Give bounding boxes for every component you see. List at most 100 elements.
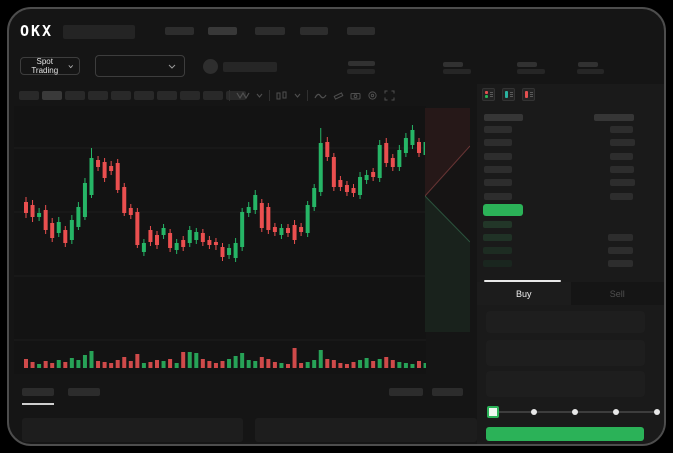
ask-row[interactable] xyxy=(477,192,664,201)
candle-style-icon[interactable] xyxy=(276,91,288,101)
order-book-bar xyxy=(610,165,634,173)
order-book-bar xyxy=(484,165,512,173)
bottom-tab[interactable] xyxy=(22,388,54,396)
slider-stop-dot[interactable] xyxy=(531,409,537,415)
bid-row[interactable] xyxy=(477,247,664,255)
volume-bar xyxy=(24,359,28,368)
chevron-down-icon[interactable] xyxy=(256,93,263,98)
nav-item[interactable] xyxy=(208,27,237,35)
fullscreen-icon[interactable] xyxy=(384,90,395,101)
book-both-view-icon[interactable] xyxy=(482,88,495,101)
timeframe-chip[interactable] xyxy=(134,91,154,100)
indicator-zigzag-icon[interactable] xyxy=(236,91,250,100)
timeframe-chip[interactable] xyxy=(226,91,246,100)
volume-bar xyxy=(122,357,127,368)
timeframe-chip[interactable] xyxy=(203,91,223,100)
amount-field[interactable] xyxy=(486,340,645,366)
ask-row[interactable] xyxy=(477,139,664,147)
camera-icon[interactable] xyxy=(350,91,361,100)
timeframe-chip[interactable] xyxy=(88,91,108,100)
tab-sell[interactable]: Sell xyxy=(570,282,664,305)
buy-submit-button[interactable] xyxy=(486,427,644,441)
nav-item[interactable] xyxy=(255,27,285,35)
total-field[interactable] xyxy=(486,371,645,397)
divider xyxy=(269,90,270,101)
last-price-bar[interactable] xyxy=(483,204,523,216)
chevron-down-icon[interactable] xyxy=(294,93,301,98)
ask-row[interactable] xyxy=(477,179,664,187)
volume-bar xyxy=(292,348,297,368)
divider xyxy=(307,90,308,101)
line-wave-icon[interactable] xyxy=(314,92,327,100)
gear-icon[interactable] xyxy=(367,90,378,101)
nav-item[interactable] xyxy=(300,27,328,35)
order-book-bar xyxy=(610,192,633,200)
timeframe-chip[interactable] xyxy=(19,91,39,100)
bid-row[interactable] xyxy=(477,234,664,242)
volume-bar xyxy=(181,352,186,368)
slider-stop-dot[interactable] xyxy=(572,409,578,415)
volume-bar xyxy=(82,355,87,368)
ask-row[interactable] xyxy=(477,126,664,134)
volume-bar xyxy=(423,363,426,368)
slider-stop-dot[interactable] xyxy=(654,409,660,415)
candle-body xyxy=(168,233,173,248)
volume-bar xyxy=(397,362,402,368)
price-field[interactable] xyxy=(486,311,645,333)
volume-bar xyxy=(227,359,232,368)
slider-stop-dot[interactable] xyxy=(613,409,619,415)
search-bar[interactable] xyxy=(63,25,135,39)
amount-slider[interactable] xyxy=(486,404,660,420)
volume-bar xyxy=(148,362,153,368)
bottom-action[interactable] xyxy=(389,388,423,396)
volume-bar xyxy=(312,360,317,368)
candle-body xyxy=(397,150,402,167)
timeframe-chip[interactable] xyxy=(180,91,200,100)
timeframe-chip[interactable] xyxy=(157,91,177,100)
volume-bar xyxy=(109,363,114,368)
active-tab-underline xyxy=(484,280,561,282)
chart-tool-icons xyxy=(229,89,395,102)
slider-handle[interactable] xyxy=(487,406,499,418)
spot-trading-dropdown[interactable]: Spot Trading xyxy=(20,57,80,75)
tab-buy[interactable]: Buy xyxy=(477,280,571,305)
candle-body xyxy=(364,175,369,180)
candle-body xyxy=(358,177,363,195)
timeframe-chip[interactable] xyxy=(111,91,131,100)
candle-body xyxy=(286,228,290,233)
bottom-panel xyxy=(255,418,477,442)
ask-row[interactable] xyxy=(477,152,664,161)
candle-body xyxy=(344,185,349,192)
chart-gridlines xyxy=(14,147,426,341)
depth-asks-line xyxy=(425,145,470,197)
volume-bar xyxy=(37,364,42,368)
ask-row[interactable] xyxy=(477,165,664,174)
bid-row[interactable] xyxy=(477,260,664,268)
book-asks-view-icon[interactable] xyxy=(522,88,535,101)
okx-logo[interactable]: OKX xyxy=(20,22,54,40)
volume-bar xyxy=(220,361,225,368)
volume-bar xyxy=(364,358,369,368)
depth-asks-area xyxy=(425,108,470,196)
volume-bar xyxy=(213,363,218,368)
candle-body xyxy=(148,230,153,242)
bottom-tab[interactable] xyxy=(68,388,100,396)
bottom-action[interactable] xyxy=(432,388,463,396)
timeframe-chip[interactable] xyxy=(42,91,62,100)
nav-item[interactable] xyxy=(347,27,375,35)
volume-bar xyxy=(305,362,310,368)
bid-row[interactable] xyxy=(477,221,664,229)
book-bids-view-icon[interactable] xyxy=(502,88,515,101)
timeframe-chip[interactable] xyxy=(65,91,85,100)
candle-body xyxy=(272,227,277,232)
ruler-icon[interactable] xyxy=(333,91,344,101)
pair-dropdown[interactable] xyxy=(95,55,185,77)
candle-body xyxy=(410,130,415,145)
order-book-bar xyxy=(608,260,633,267)
order-book-bar xyxy=(484,139,512,147)
candle-body xyxy=(305,205,310,233)
volume-bar xyxy=(410,364,415,368)
volume-bar xyxy=(338,363,343,368)
nav-item[interactable] xyxy=(165,27,194,35)
candlestick-chart[interactable] xyxy=(14,106,426,374)
